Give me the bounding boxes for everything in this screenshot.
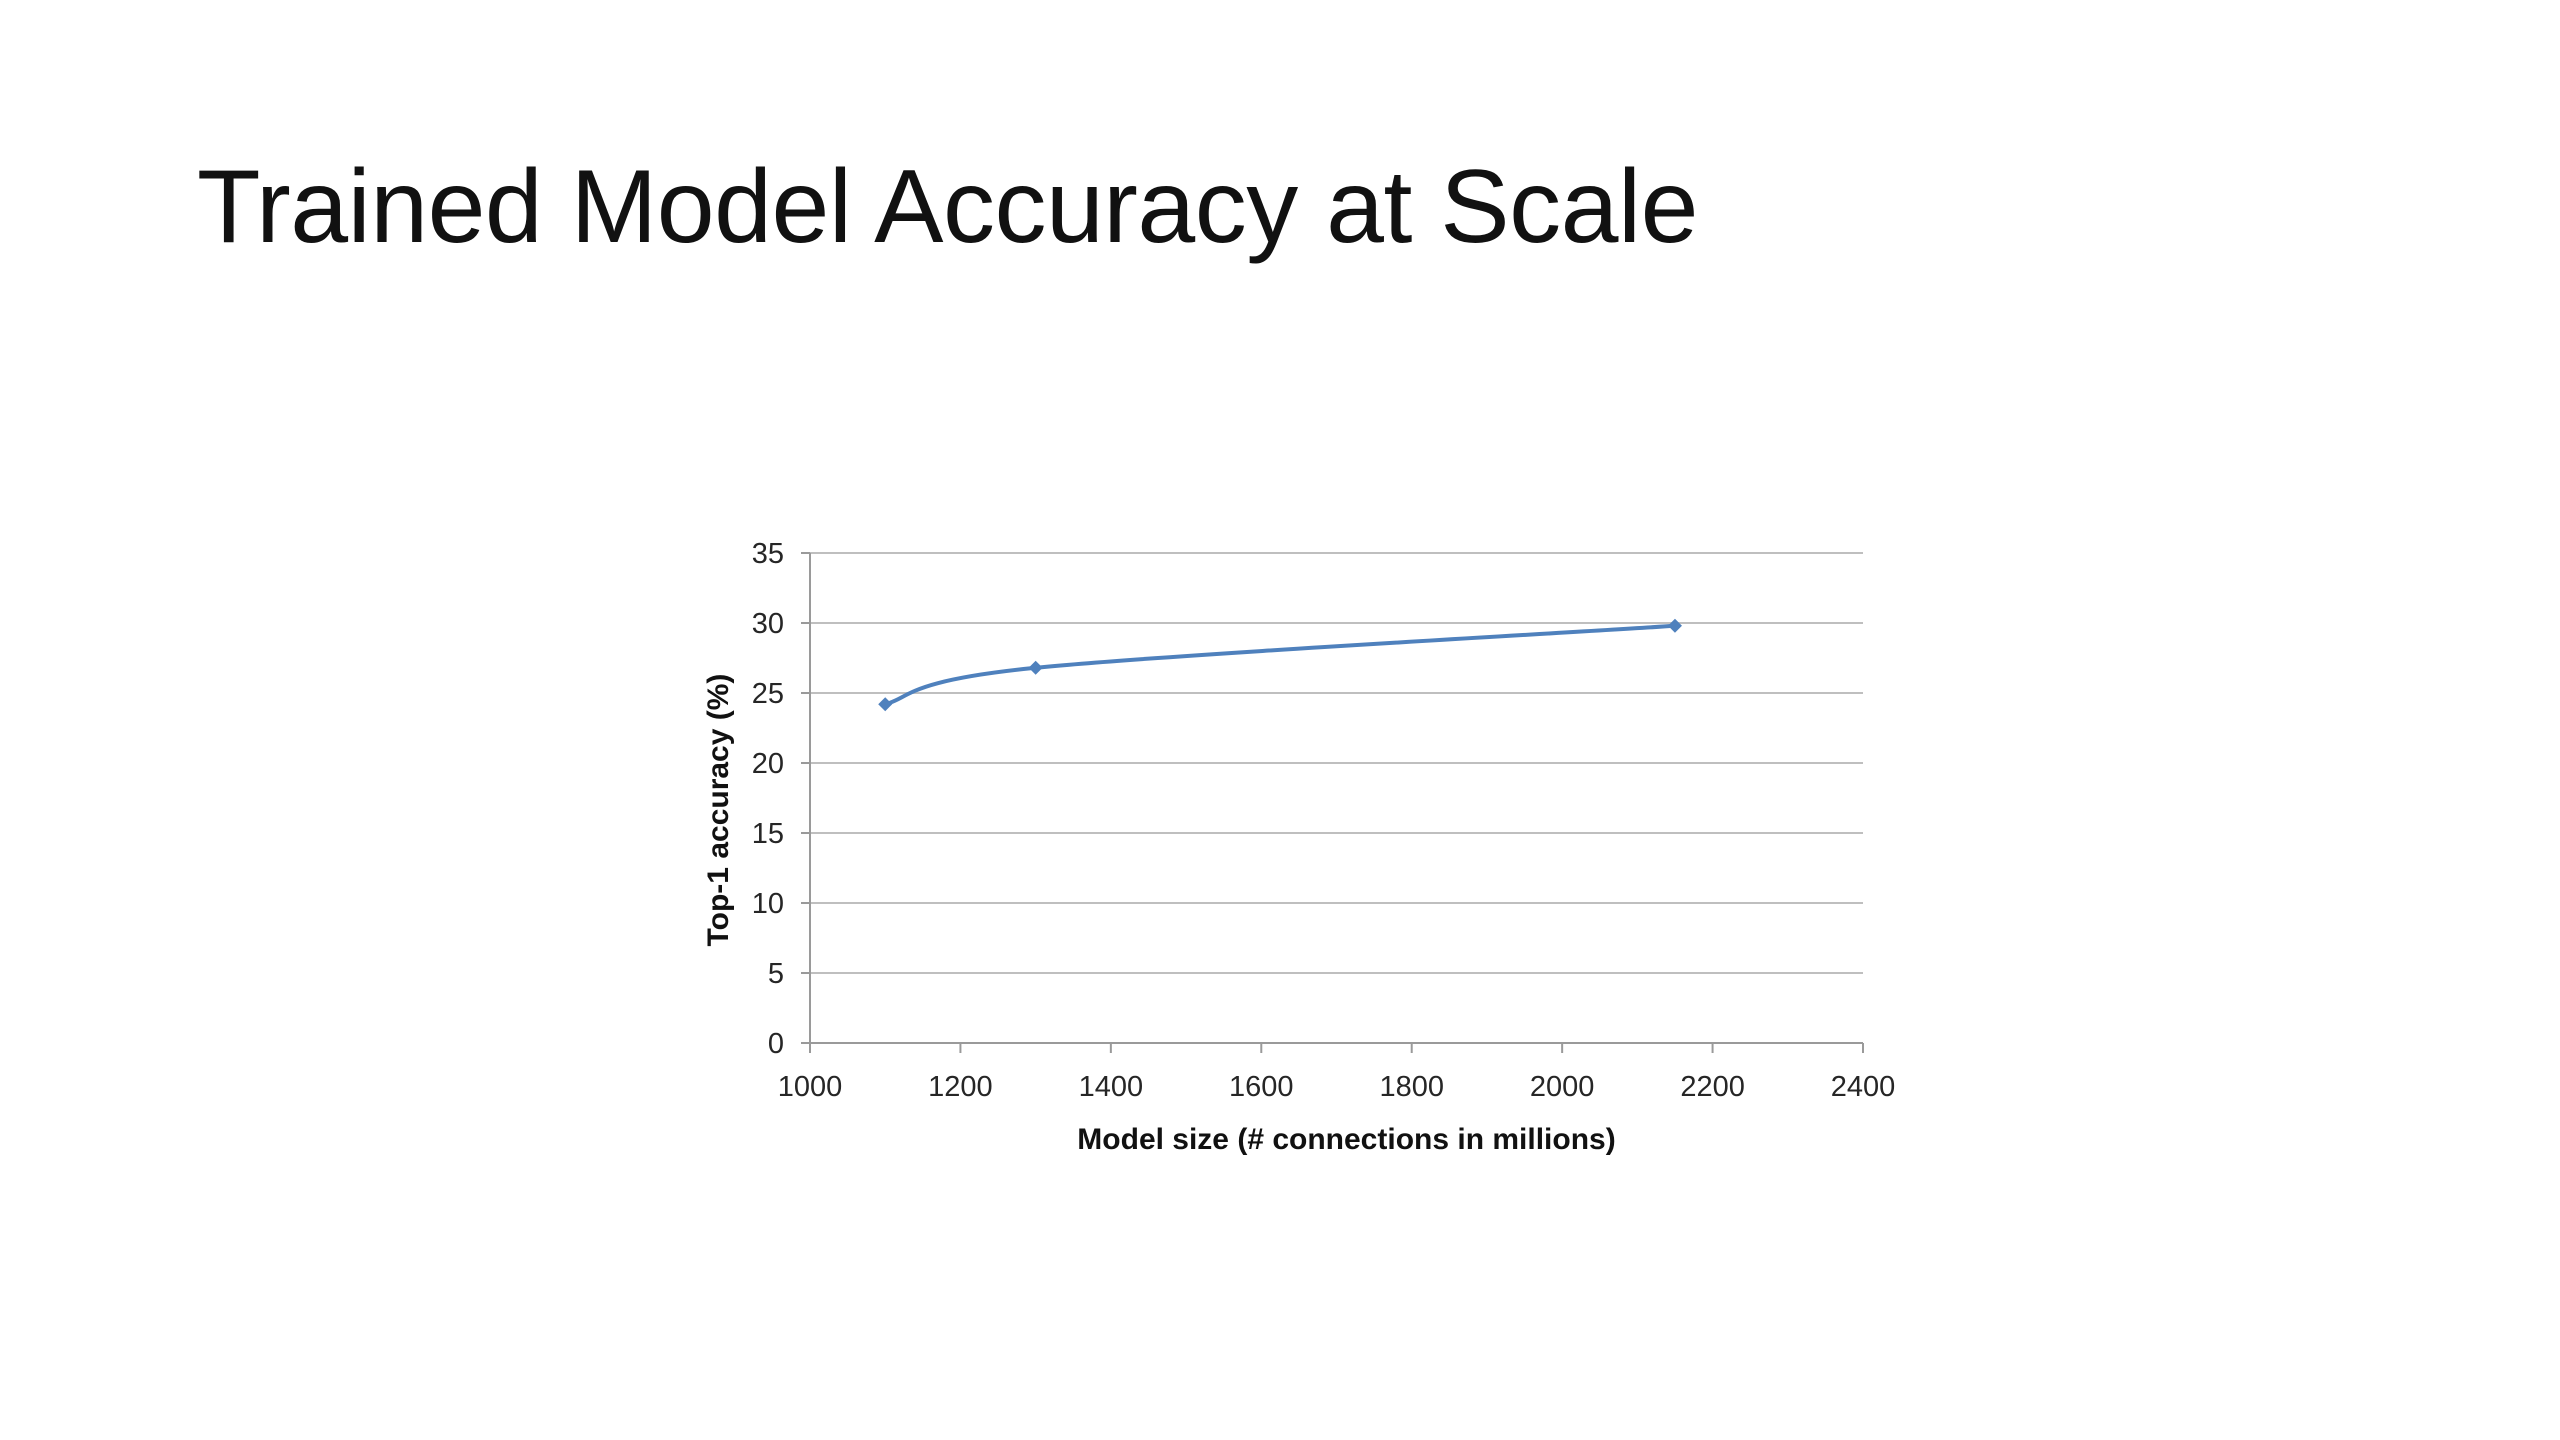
x-tick-label: 2000 bbox=[1530, 1071, 1595, 1103]
y-tick-label: 35 bbox=[752, 538, 784, 570]
slide-title: Trained Model Accuracy at Scale bbox=[197, 149, 1698, 265]
y-tick-labels: 0 5 10 15 20 25 30 35 bbox=[752, 538, 784, 1060]
series bbox=[878, 618, 1682, 712]
x-tick-label: 1200 bbox=[928, 1071, 993, 1103]
x-tick-label: 1000 bbox=[778, 1071, 843, 1103]
x-tick-label: 2200 bbox=[1680, 1071, 1745, 1103]
data-point bbox=[1028, 660, 1043, 675]
y-tick-label: 15 bbox=[752, 818, 784, 850]
axes bbox=[801, 552, 1864, 1053]
gridlines bbox=[810, 552, 1863, 974]
x-tick-label: 1400 bbox=[1079, 1071, 1144, 1103]
x-tick-label: 2400 bbox=[1831, 1071, 1896, 1103]
y-tick-label: 20 bbox=[752, 748, 784, 780]
y-tick-label: 5 bbox=[768, 958, 784, 990]
y-axis-title: Top-1 accuracy (%) bbox=[702, 674, 735, 947]
y-tick-label: 0 bbox=[768, 1028, 784, 1060]
y-tick-label: 25 bbox=[752, 678, 784, 710]
x-tick-label: 1600 bbox=[1229, 1071, 1294, 1103]
y-tick-label: 30 bbox=[752, 608, 784, 640]
series-line-0 bbox=[883, 623, 1677, 707]
data-point bbox=[878, 697, 893, 712]
data-point bbox=[1667, 618, 1682, 633]
y-tick-label: 10 bbox=[752, 888, 784, 920]
x-axis-title: Model size (# connections in millions) bbox=[1077, 1123, 1615, 1156]
x-tick-labels: 1000 1200 1400 1600 1800 2000 2200 2400 bbox=[778, 1071, 1896, 1103]
x-tick-label: 1800 bbox=[1379, 1071, 1444, 1103]
